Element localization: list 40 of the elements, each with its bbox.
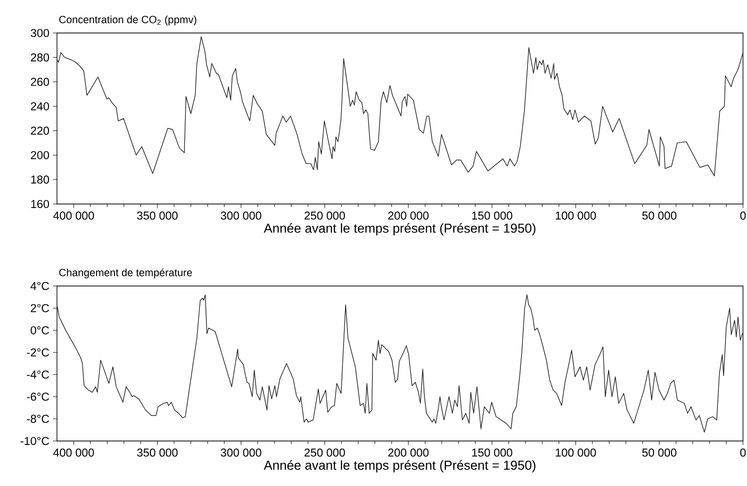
x-tick-label: 50 000	[642, 448, 676, 457]
line-series	[56, 36, 743, 176]
x-tick-label: 150 000	[472, 212, 512, 220]
y-tick-label: -8°C	[26, 414, 50, 423]
y-tick-label: 2°C	[30, 304, 50, 312]
x-tick-label: 0	[740, 448, 746, 457]
x-tick-label: 100 000	[556, 448, 596, 457]
y-tick-label: 160	[31, 200, 50, 208]
line-series	[57, 294, 743, 432]
y-tick-label: 280	[30, 53, 50, 62]
x-tick-label: 350 000	[137, 448, 178, 457]
x-tick-label: 150 000	[472, 448, 512, 457]
y-tick-label: 0°C	[30, 326, 50, 334]
y-tick-label: 180	[31, 176, 50, 184]
y-tick-label: 220	[30, 126, 50, 135]
x-tick-label: 100 000	[556, 212, 596, 220]
y-tick-label: 200	[30, 151, 50, 160]
x-tick-label: 350 000	[137, 212, 178, 220]
y-tick-label: -2°C	[26, 348, 50, 356]
x-tick-label: 0	[740, 212, 746, 220]
y-tick-label: 300	[30, 28, 50, 38]
y-tick-label: 240	[30, 102, 50, 110]
x-tick-label: 250 000	[304, 448, 345, 457]
x-axis-title: Année avant le temps présent (Présent = 1950)	[264, 223, 536, 236]
x-tick-label: 250 000	[304, 212, 345, 220]
x-tick-label: 300 000	[220, 448, 262, 457]
x-tick-label: 300 000	[220, 212, 262, 220]
x-axis-title: Année avant le temps présent (Présent = 1950)	[264, 460, 536, 472]
y-tick-label: 260	[30, 78, 50, 86]
x-tick-label: 400 000	[53, 212, 94, 220]
chart-title: Concentration de CO$_{2}$ (ppmv)	[59, 16, 196, 26]
x-tick-label: 50 000	[642, 212, 676, 220]
chart-title: Changement de température	[59, 268, 192, 278]
y-tick-label: 4°C	[30, 282, 50, 290]
y-tick-label: -10°C	[20, 436, 50, 446]
x-tick-label: 400 000	[53, 448, 94, 457]
y-tick-label: -6°C	[26, 392, 50, 401]
y-tick-label: -4°C	[26, 370, 50, 379]
x-tick-label: 200 000	[388, 212, 429, 220]
x-tick-label: 200 000	[388, 448, 429, 457]
